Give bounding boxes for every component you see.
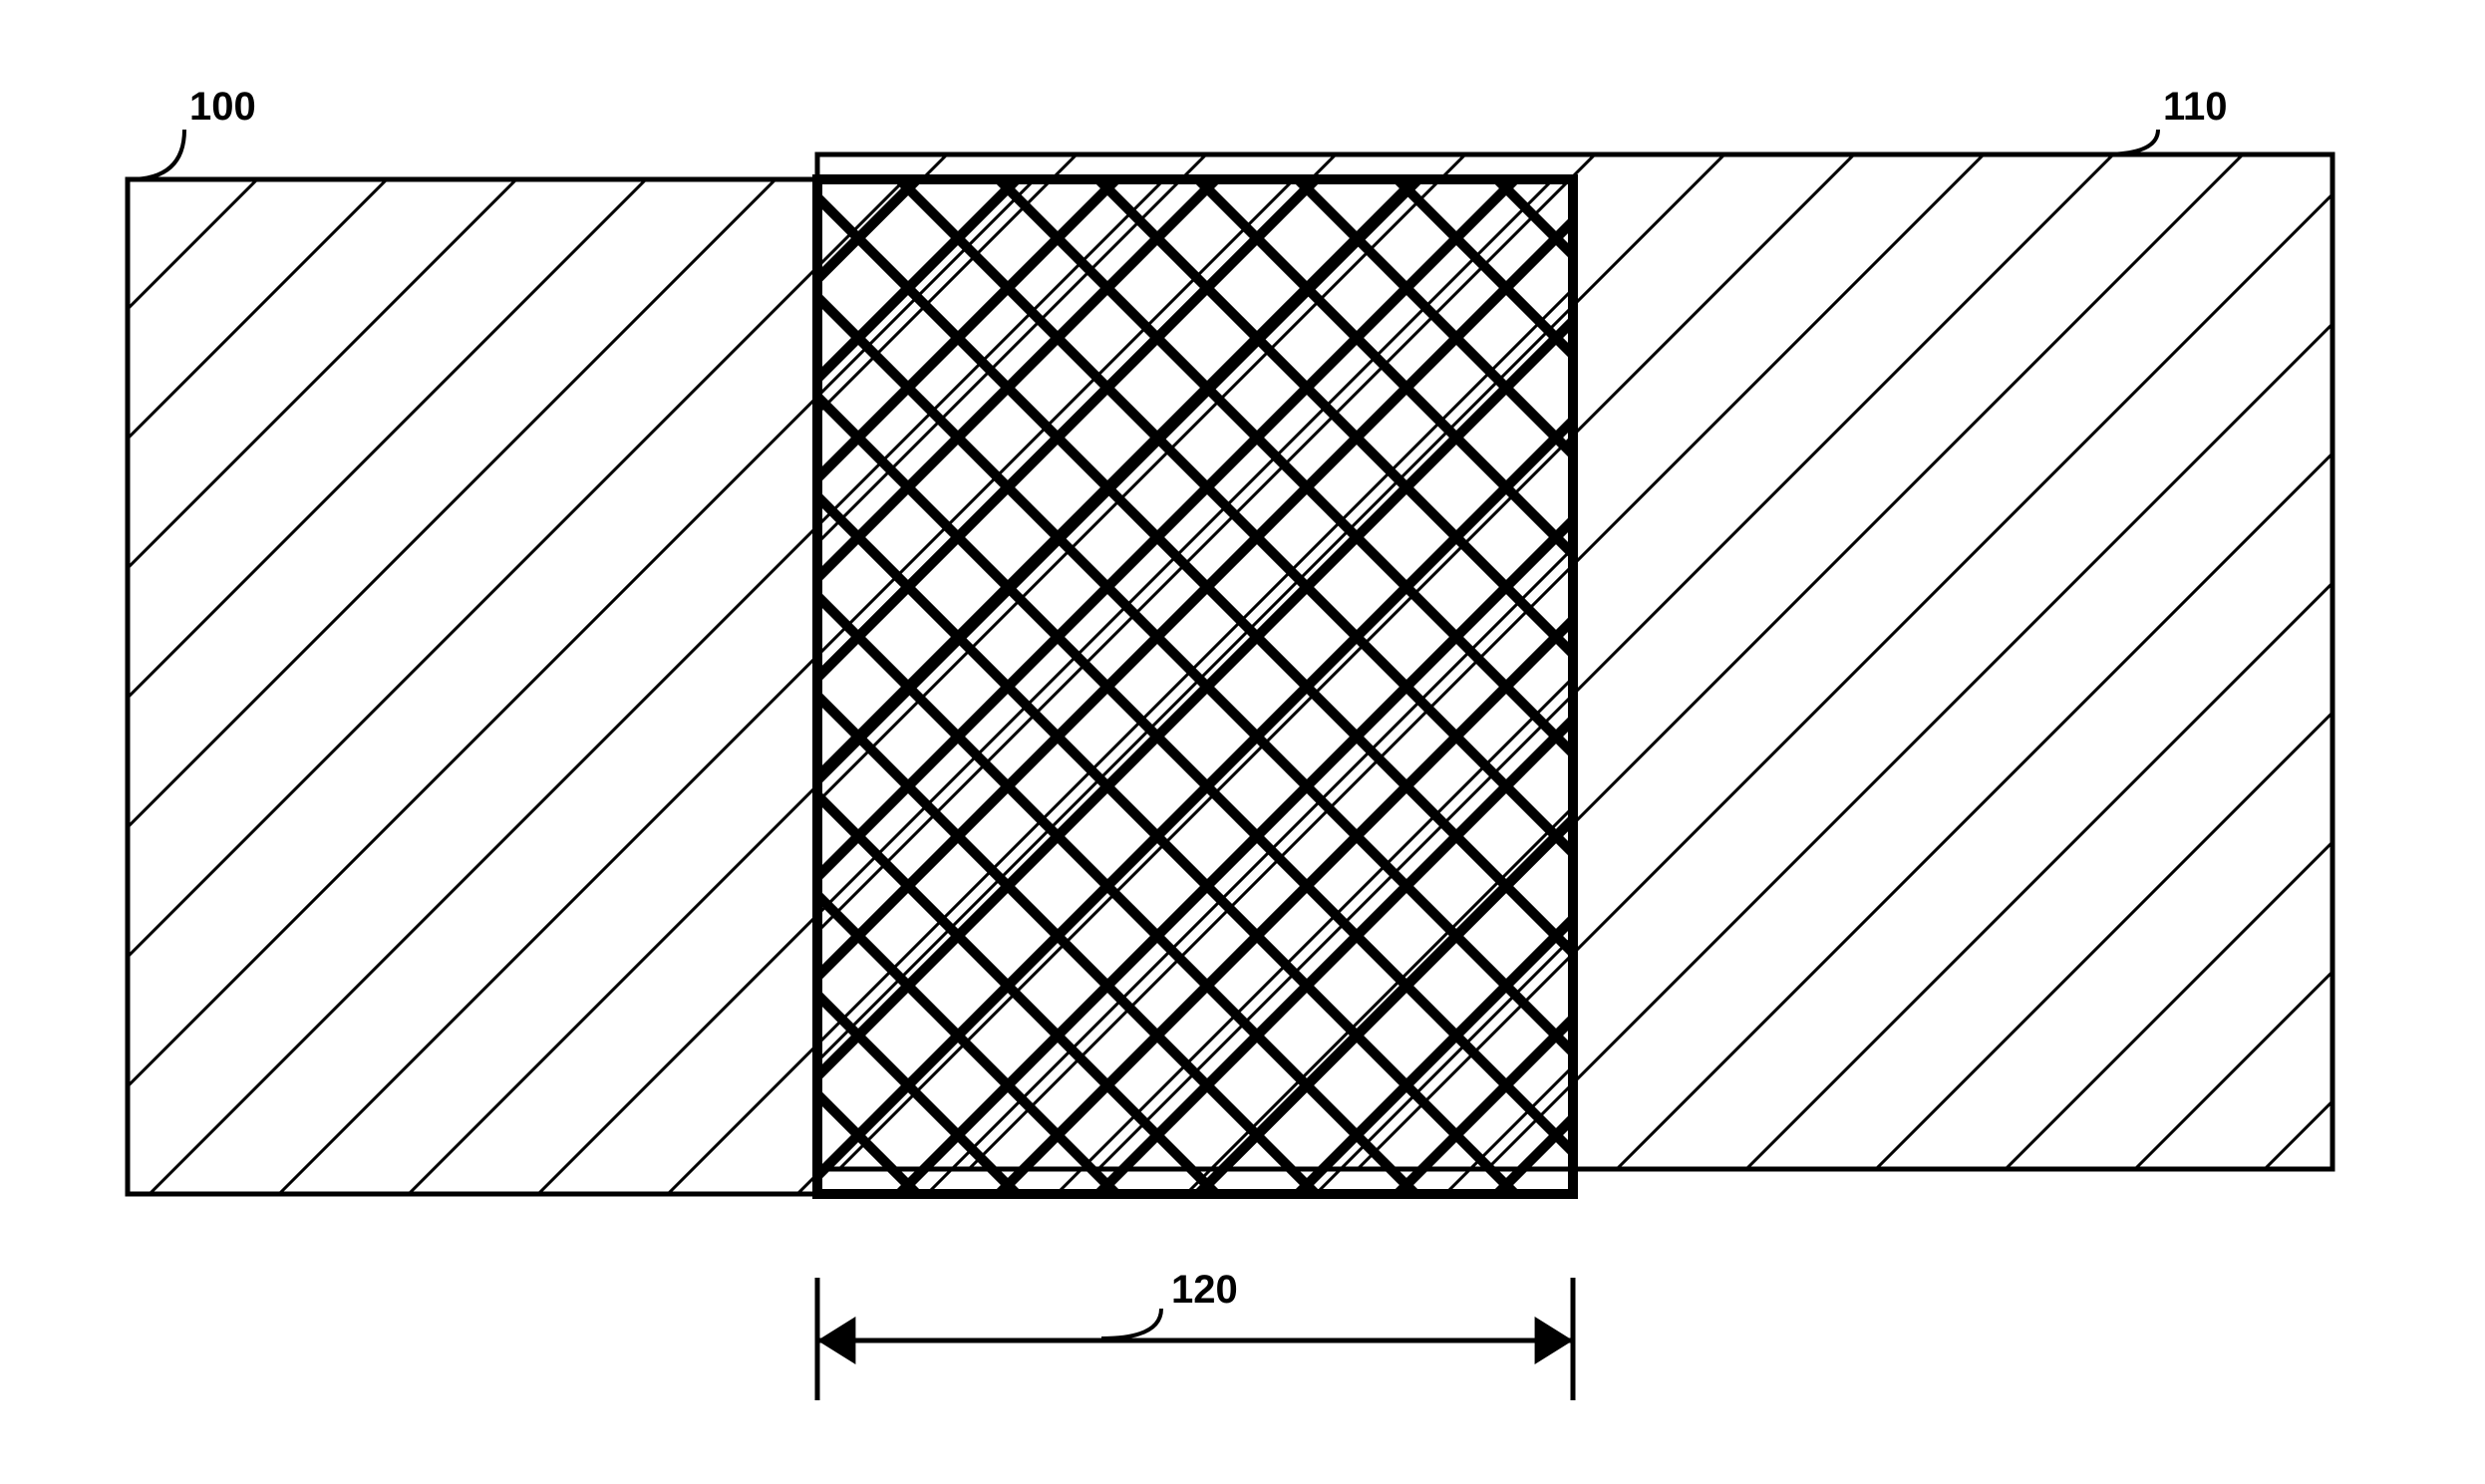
callout-curve-100 xyxy=(130,130,184,179)
label-110: 110 xyxy=(2163,85,2228,129)
label-100: 100 xyxy=(189,85,256,129)
callout-curve-110 xyxy=(2103,130,2158,154)
label-120: 120 xyxy=(1171,1268,1238,1312)
overlap-crosshatch xyxy=(0,0,2485,1484)
patent-diagram: 100 110 120 xyxy=(0,0,2485,1484)
callout-curve-120 xyxy=(1101,1309,1161,1338)
